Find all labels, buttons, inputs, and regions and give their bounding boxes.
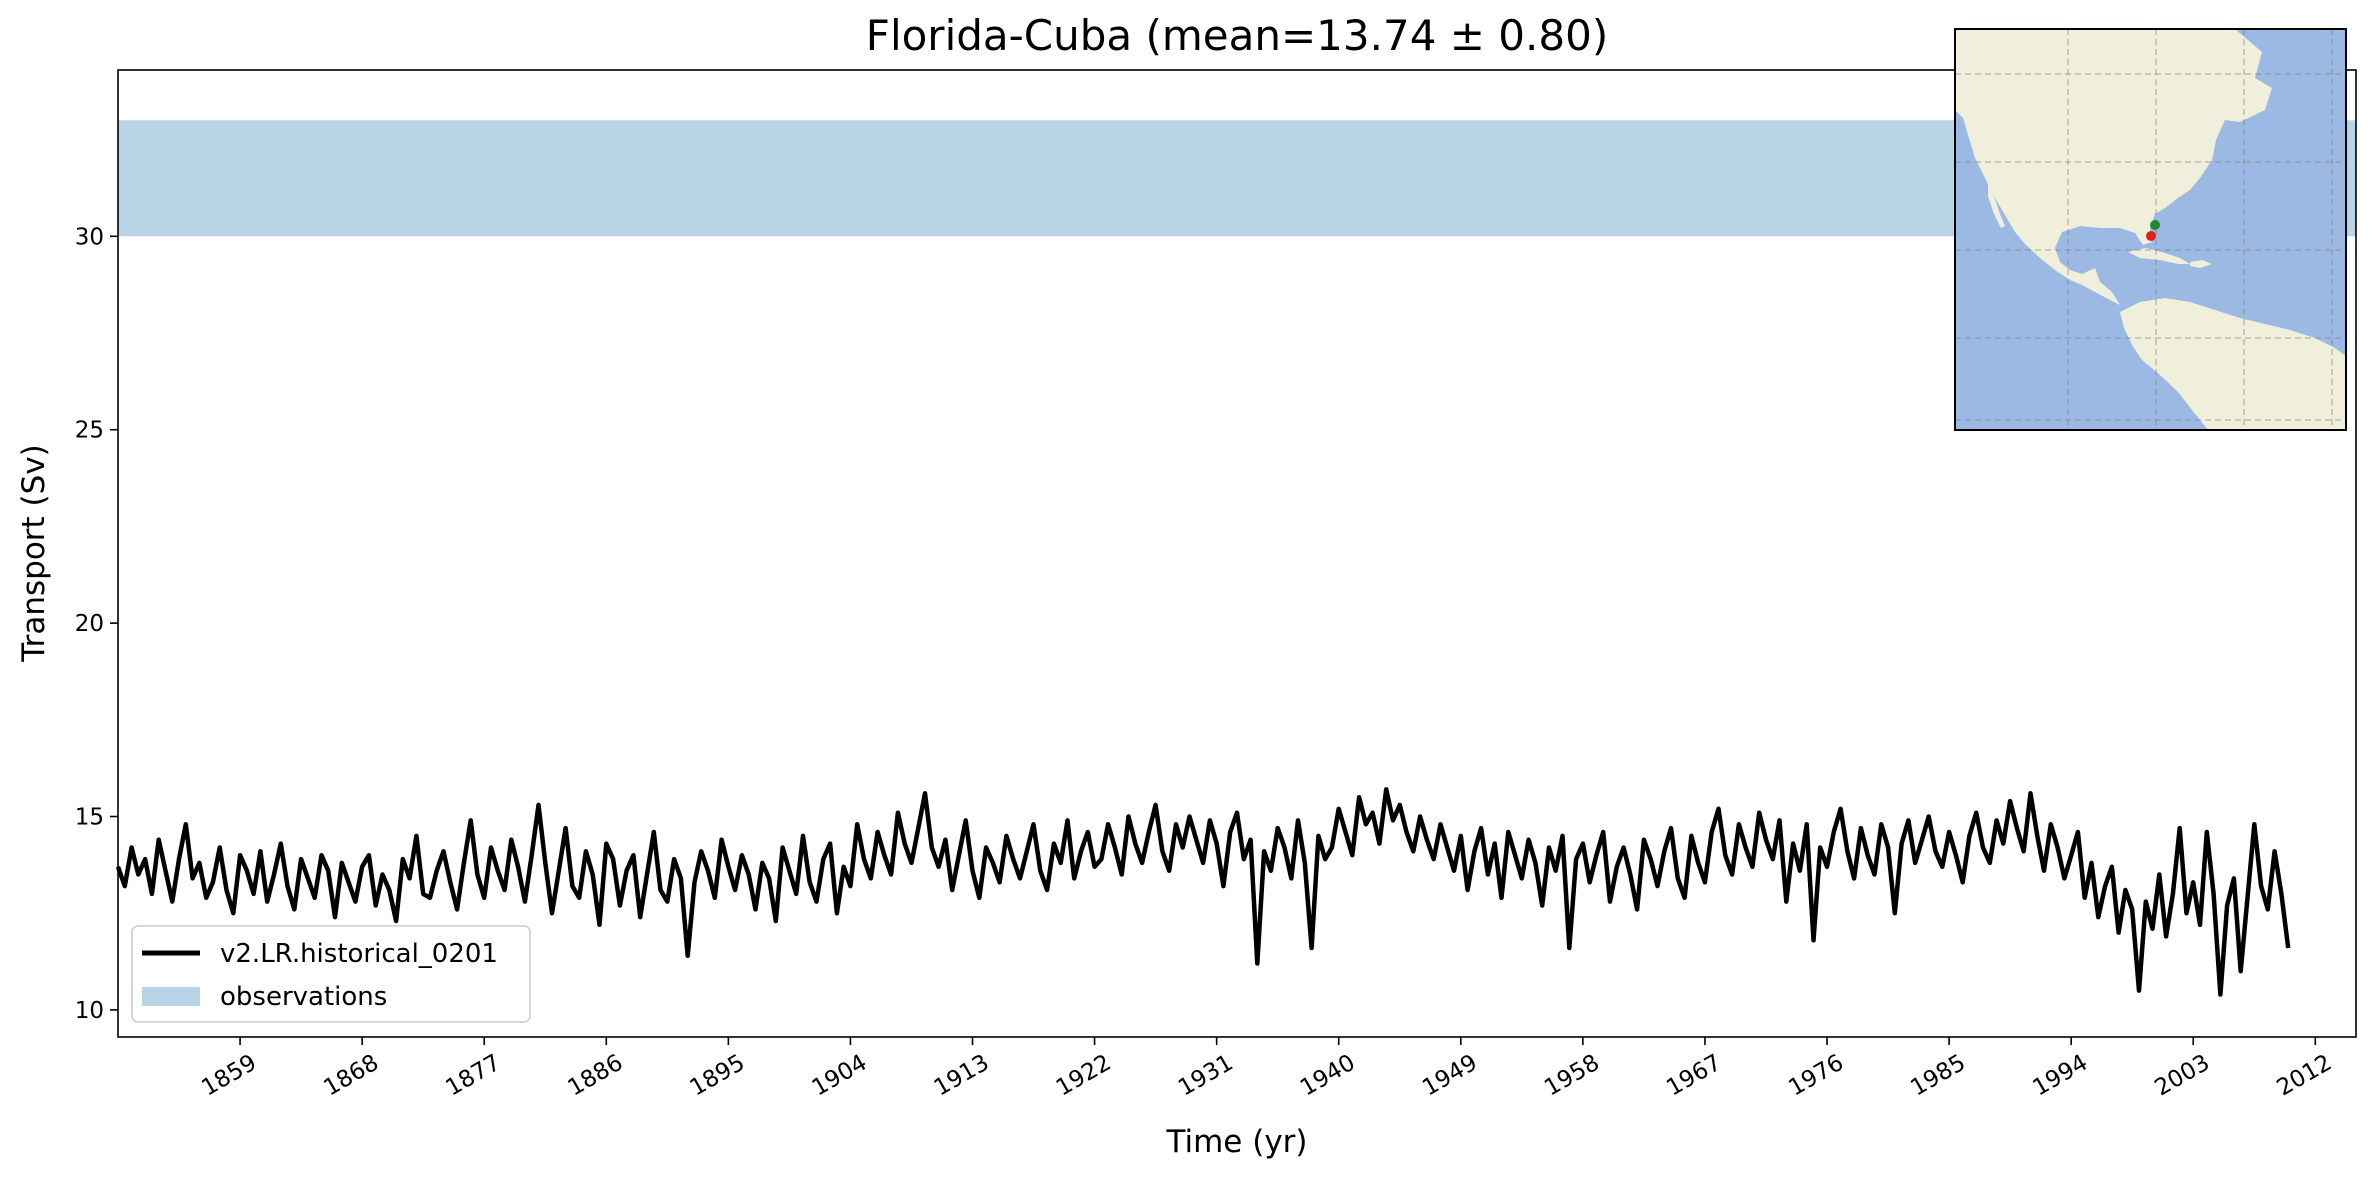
- legend: v2.LR.historical_0201 observations: [131, 925, 531, 1023]
- x-tick-label: 1949: [1418, 1050, 1482, 1102]
- x-tick-label: 2012: [2273, 1050, 2337, 1102]
- x-tick-label: 1877: [442, 1050, 506, 1102]
- map-marker-green: [2150, 220, 2160, 230]
- y-tick-label: 10: [75, 998, 104, 1024]
- map-north-america: [1955, 29, 2272, 305]
- legend-label-model: v2.LR.historical_0201: [220, 939, 498, 969]
- map-baja-california: [1988, 180, 2005, 228]
- x-axis: 1859 1868 1877 1886 1895 1904 1913 1922 1931 1940…: [197, 1037, 2336, 1101]
- map-hispaniola: [2190, 260, 2212, 268]
- y-tick-label: 20: [75, 611, 104, 637]
- x-tick-label: 1913: [930, 1050, 994, 1102]
- chart-title: Florida-Cuba (mean=13.74 ± 0.80): [866, 11, 1608, 60]
- legend-box: [131, 925, 531, 1023]
- x-tick-label: 1895: [686, 1050, 750, 1102]
- legend-patch-swatch: [142, 987, 200, 1006]
- x-tick-label: 1958: [1540, 1050, 1604, 1102]
- x-tick-label: 1904: [808, 1050, 872, 1102]
- x-tick-label: 2003: [2151, 1050, 2215, 1102]
- x-tick-label: 1985: [1906, 1050, 1970, 1102]
- x-tick-label: 1859: [197, 1050, 261, 1102]
- x-tick-label: 1886: [564, 1050, 628, 1102]
- x-tick-label: 1967: [1662, 1050, 1726, 1102]
- series-line-historical: [115, 787, 2291, 997]
- x-tick-label: 1994: [2028, 1050, 2092, 1102]
- map-marker-red: [2146, 231, 2156, 241]
- map-south-america: [2120, 298, 2346, 430]
- y-tick-label: 15: [75, 805, 104, 831]
- y-axis: 10 15 20 25 30: [75, 224, 118, 1024]
- x-tick-label: 1976: [1784, 1050, 1848, 1102]
- x-tick-label: 1922: [1052, 1050, 1116, 1102]
- inset-map: [1954, 28, 2347, 431]
- y-tick-label: 25: [75, 418, 104, 444]
- x-tick-label: 1868: [319, 1050, 383, 1102]
- x-axis-label: Time (yr): [1166, 1124, 1308, 1160]
- x-tick-label: 1931: [1174, 1050, 1238, 1102]
- plot-frame: [117, 69, 2357, 1038]
- legend-label-observations: observations: [220, 982, 387, 1012]
- inset-map-frame: [1954, 28, 2347, 431]
- y-axis-label: Transport (Sv): [16, 444, 52, 663]
- y-tick-label: 30: [75, 224, 104, 250]
- series-line-layer: [115, 787, 2291, 997]
- map-cuba: [2128, 248, 2190, 264]
- x-tick-label: 1940: [1296, 1050, 1360, 1102]
